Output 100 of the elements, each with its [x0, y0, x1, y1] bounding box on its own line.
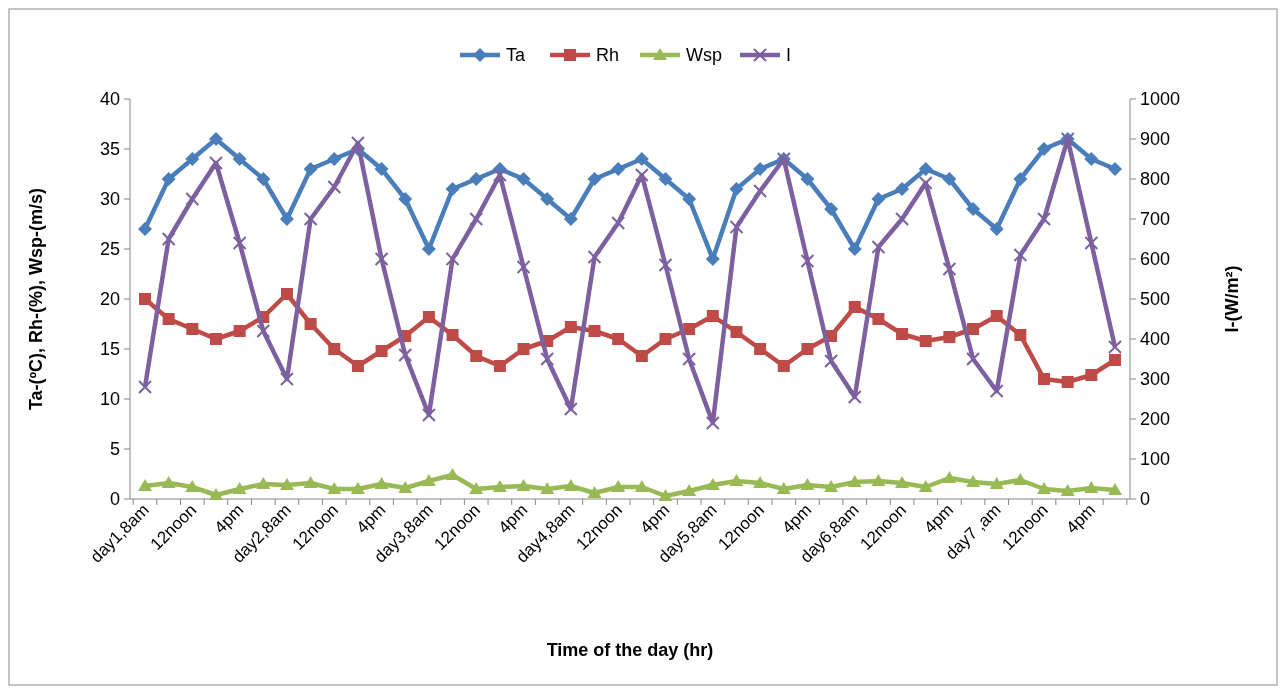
point	[279, 212, 294, 226]
point	[871, 474, 886, 486]
point	[161, 476, 176, 488]
point	[469, 172, 484, 186]
point	[1061, 376, 1074, 388]
point	[634, 168, 649, 182]
y2-tick-label: 0	[1140, 489, 1151, 510]
point	[942, 172, 957, 186]
point	[1014, 329, 1027, 341]
point	[1037, 482, 1052, 494]
point	[588, 325, 601, 337]
point	[208, 132, 223, 146]
point	[421, 242, 436, 256]
point	[966, 475, 981, 487]
point	[1037, 142, 1052, 156]
point	[161, 232, 176, 246]
point	[1013, 473, 1028, 485]
point	[232, 482, 247, 494]
point	[705, 416, 720, 430]
point	[232, 236, 247, 250]
point	[611, 480, 626, 492]
y2-tick-label: 200	[1140, 409, 1171, 430]
point	[730, 326, 743, 338]
point	[658, 489, 673, 501]
point	[398, 481, 413, 493]
point	[611, 216, 626, 230]
y-tick-label: 20	[99, 289, 120, 310]
point	[563, 479, 578, 491]
point	[563, 402, 578, 416]
point	[1108, 340, 1122, 354]
point	[304, 318, 317, 330]
point	[303, 476, 318, 488]
point	[635, 350, 648, 362]
point	[729, 474, 744, 486]
point	[1013, 248, 1028, 262]
point	[705, 252, 720, 266]
y2-tick-label: 400	[1140, 329, 1171, 350]
point	[470, 350, 483, 362]
point	[256, 477, 271, 489]
point	[1108, 483, 1122, 495]
point	[1038, 373, 1051, 385]
point	[374, 252, 389, 266]
point	[587, 172, 602, 186]
point	[682, 484, 697, 496]
x-axis-title: Time of the day (hr)	[546, 640, 714, 660]
point	[232, 152, 247, 166]
point	[374, 162, 389, 176]
y2-axis-title: I-(W/m²)	[1222, 265, 1242, 333]
point	[896, 328, 909, 340]
point	[918, 480, 933, 492]
point	[871, 192, 886, 206]
point	[138, 222, 152, 236]
point	[445, 252, 460, 266]
point	[421, 408, 436, 422]
y-axis-title: Ta-(ºC), Rh-(%), Wsp-(m/s)	[26, 187, 46, 411]
point	[754, 343, 767, 355]
y2-tick-label: 300	[1140, 369, 1171, 390]
point	[351, 360, 364, 372]
x-tick-label: 4pm	[1062, 500, 1100, 538]
y-tick-label: 5	[109, 439, 120, 460]
point	[1037, 212, 1052, 226]
point	[918, 176, 933, 190]
y-tick-label: 30	[99, 189, 120, 210]
point	[445, 182, 460, 196]
point	[161, 172, 176, 186]
legend-label: I	[786, 45, 792, 66]
point	[824, 202, 839, 216]
point	[209, 333, 222, 345]
point	[1060, 484, 1075, 496]
point	[918, 162, 933, 176]
point	[848, 301, 861, 313]
point	[279, 478, 294, 490]
point	[895, 182, 910, 196]
point	[327, 482, 342, 494]
point	[729, 182, 744, 196]
point	[446, 329, 459, 341]
y2-tick-label: 800	[1140, 169, 1171, 190]
point	[824, 480, 839, 492]
point	[943, 331, 956, 343]
legend-label: Wsp	[686, 45, 722, 66]
point	[895, 476, 910, 488]
point	[327, 152, 342, 166]
point	[138, 380, 152, 394]
point	[611, 162, 626, 176]
point	[634, 152, 649, 166]
y2-tick-label: 1000	[1140, 89, 1181, 110]
point	[824, 354, 839, 368]
point	[540, 352, 555, 366]
point	[398, 192, 413, 206]
point	[564, 321, 577, 333]
point	[800, 478, 815, 490]
point	[540, 192, 555, 206]
point	[989, 222, 1004, 236]
point	[516, 479, 531, 491]
point	[659, 333, 672, 345]
point	[375, 345, 388, 357]
point	[185, 152, 200, 166]
point	[612, 333, 625, 345]
point	[303, 162, 318, 176]
point	[967, 323, 980, 335]
